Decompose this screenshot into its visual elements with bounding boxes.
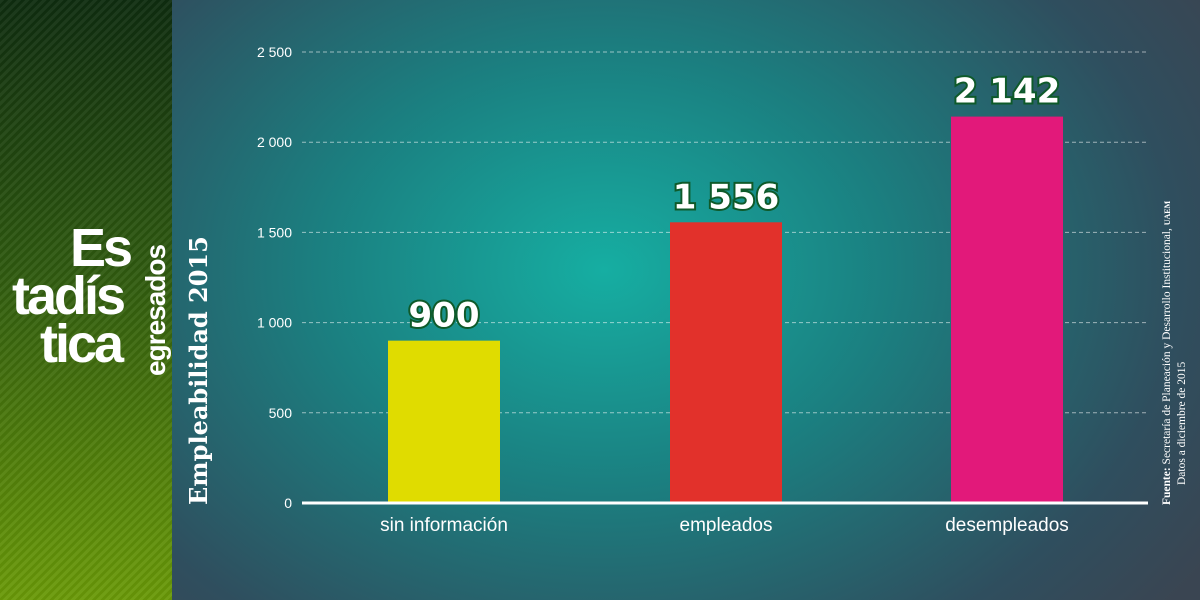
category-label: desempleados	[945, 515, 1069, 536]
category-label: sin información	[380, 515, 508, 536]
y-tick-label: 1 500	[257, 224, 292, 240]
bars	[388, 117, 1063, 503]
source-org: UAEM	[1163, 201, 1172, 225]
source-note: Fuente: Secretaría de Planeación y Desar…	[1160, 201, 1189, 505]
bar	[388, 341, 500, 503]
data-label: 2 142	[954, 72, 1060, 112]
source-line-1: Fuente: Secretaría de Planeación y Desar…	[1160, 201, 1175, 505]
data-label: 900	[409, 296, 480, 336]
bar	[670, 222, 782, 503]
source-text: Secretaría de Planeación y Desarrollo In…	[1161, 228, 1173, 464]
bar	[951, 117, 1063, 503]
source-line-2: Datos a diciembre de 2015	[1175, 201, 1189, 505]
y-tick-label: 2 500	[257, 44, 292, 60]
y-tick-label: 2 000	[257, 134, 292, 150]
category-label: empleados	[680, 515, 773, 536]
y-axis-title: Empleabilidad 2015	[186, 236, 212, 505]
y-tick-labels: 0 500 1 000 1 500 2 000 2 500	[257, 44, 292, 511]
y-tick-label: 1 000	[257, 315, 292, 331]
data-label: 1 556	[673, 177, 779, 217]
source-label: Fuente:	[1161, 467, 1173, 505]
y-tick-label: 500	[269, 405, 293, 421]
category-labels: sin información empleados desempleados	[380, 515, 1069, 536]
y-tick-label: 0	[284, 495, 292, 511]
